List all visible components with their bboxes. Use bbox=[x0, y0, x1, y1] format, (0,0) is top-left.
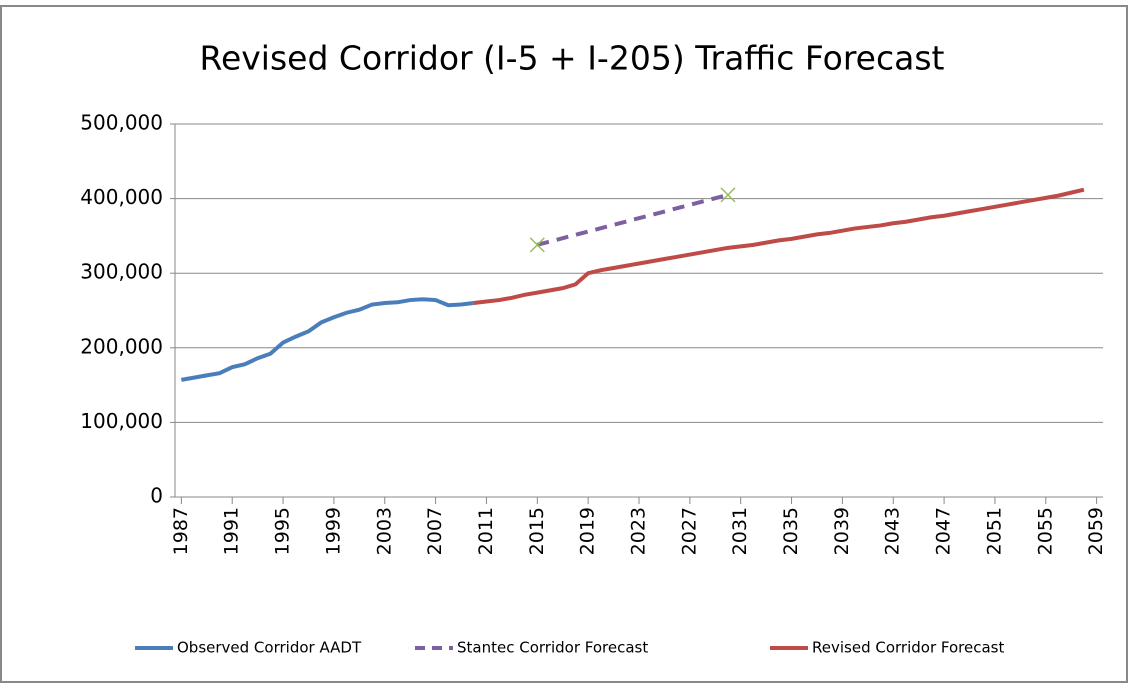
y-tick-label: 0 bbox=[150, 484, 163, 508]
series-line bbox=[536, 192, 729, 247]
legend-label: Stantec Corridor Forecast bbox=[457, 639, 648, 657]
x-tick-label: 2019 bbox=[577, 507, 599, 555]
x-tick-label: 2043 bbox=[882, 507, 904, 555]
x-tick-label: 1987 bbox=[170, 507, 192, 555]
x-tick-label: 2059 bbox=[1085, 507, 1107, 555]
x-tick-label: 2055 bbox=[1034, 507, 1056, 555]
series-line bbox=[181, 297, 474, 382]
x-tick-label: 1991 bbox=[221, 507, 243, 555]
x-tick-label: 1995 bbox=[272, 507, 294, 555]
x-tick-label: 2007 bbox=[424, 507, 446, 555]
x-tick-label: 2051 bbox=[983, 507, 1005, 555]
y-tick-label: 100,000 bbox=[80, 409, 163, 433]
x-tick-label: 2015 bbox=[526, 507, 548, 555]
chart-border bbox=[0, 5, 1128, 683]
legend-label: Observed Corridor AADT bbox=[177, 639, 362, 657]
y-tick-label: 500,000 bbox=[80, 111, 163, 135]
x-tick-label: 2039 bbox=[831, 507, 853, 555]
marker bbox=[720, 187, 736, 203]
x-tick-label: 2035 bbox=[780, 507, 802, 555]
y-tick-label: 200,000 bbox=[80, 334, 163, 358]
x-tick-label: 2011 bbox=[475, 507, 497, 555]
x-tick-label: 2031 bbox=[729, 507, 751, 555]
y-tick-label: 300,000 bbox=[80, 260, 163, 284]
chart-title: Revised Corridor (I-5 + I-205) Traffic F… bbox=[200, 39, 945, 78]
x-tick-label: 2023 bbox=[628, 507, 650, 555]
x-tick-label: 2003 bbox=[373, 507, 395, 555]
x-tick-label: 2027 bbox=[678, 507, 700, 555]
marker bbox=[529, 237, 545, 253]
series-line bbox=[473, 187, 1085, 306]
x-tick-label: 2047 bbox=[933, 507, 955, 555]
x-tick-label: 1999 bbox=[322, 507, 344, 555]
y-tick-label: 400,000 bbox=[80, 185, 163, 209]
legend-label: Revised Corridor Forecast bbox=[812, 639, 1004, 657]
